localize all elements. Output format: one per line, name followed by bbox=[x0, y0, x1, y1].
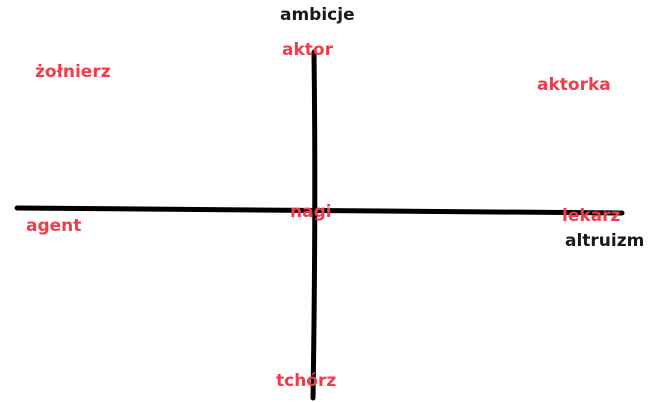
axis-label-altruizm: altruizm bbox=[565, 231, 644, 251]
label-aktor: aktor bbox=[282, 40, 334, 60]
label-zolnierz: żołnierz bbox=[35, 62, 111, 82]
vertical-axis bbox=[310, 49, 318, 401]
label-nagi: nagi bbox=[290, 202, 332, 222]
label-agent: agent bbox=[26, 216, 81, 236]
label-tchorz: tchórz bbox=[276, 371, 336, 391]
horizontal-axis bbox=[14, 205, 625, 216]
label-aktorka: aktorka bbox=[537, 75, 611, 95]
axis-label-ambicje: ambicje bbox=[280, 5, 355, 25]
label-lekarz: lekarz bbox=[562, 206, 621, 226]
